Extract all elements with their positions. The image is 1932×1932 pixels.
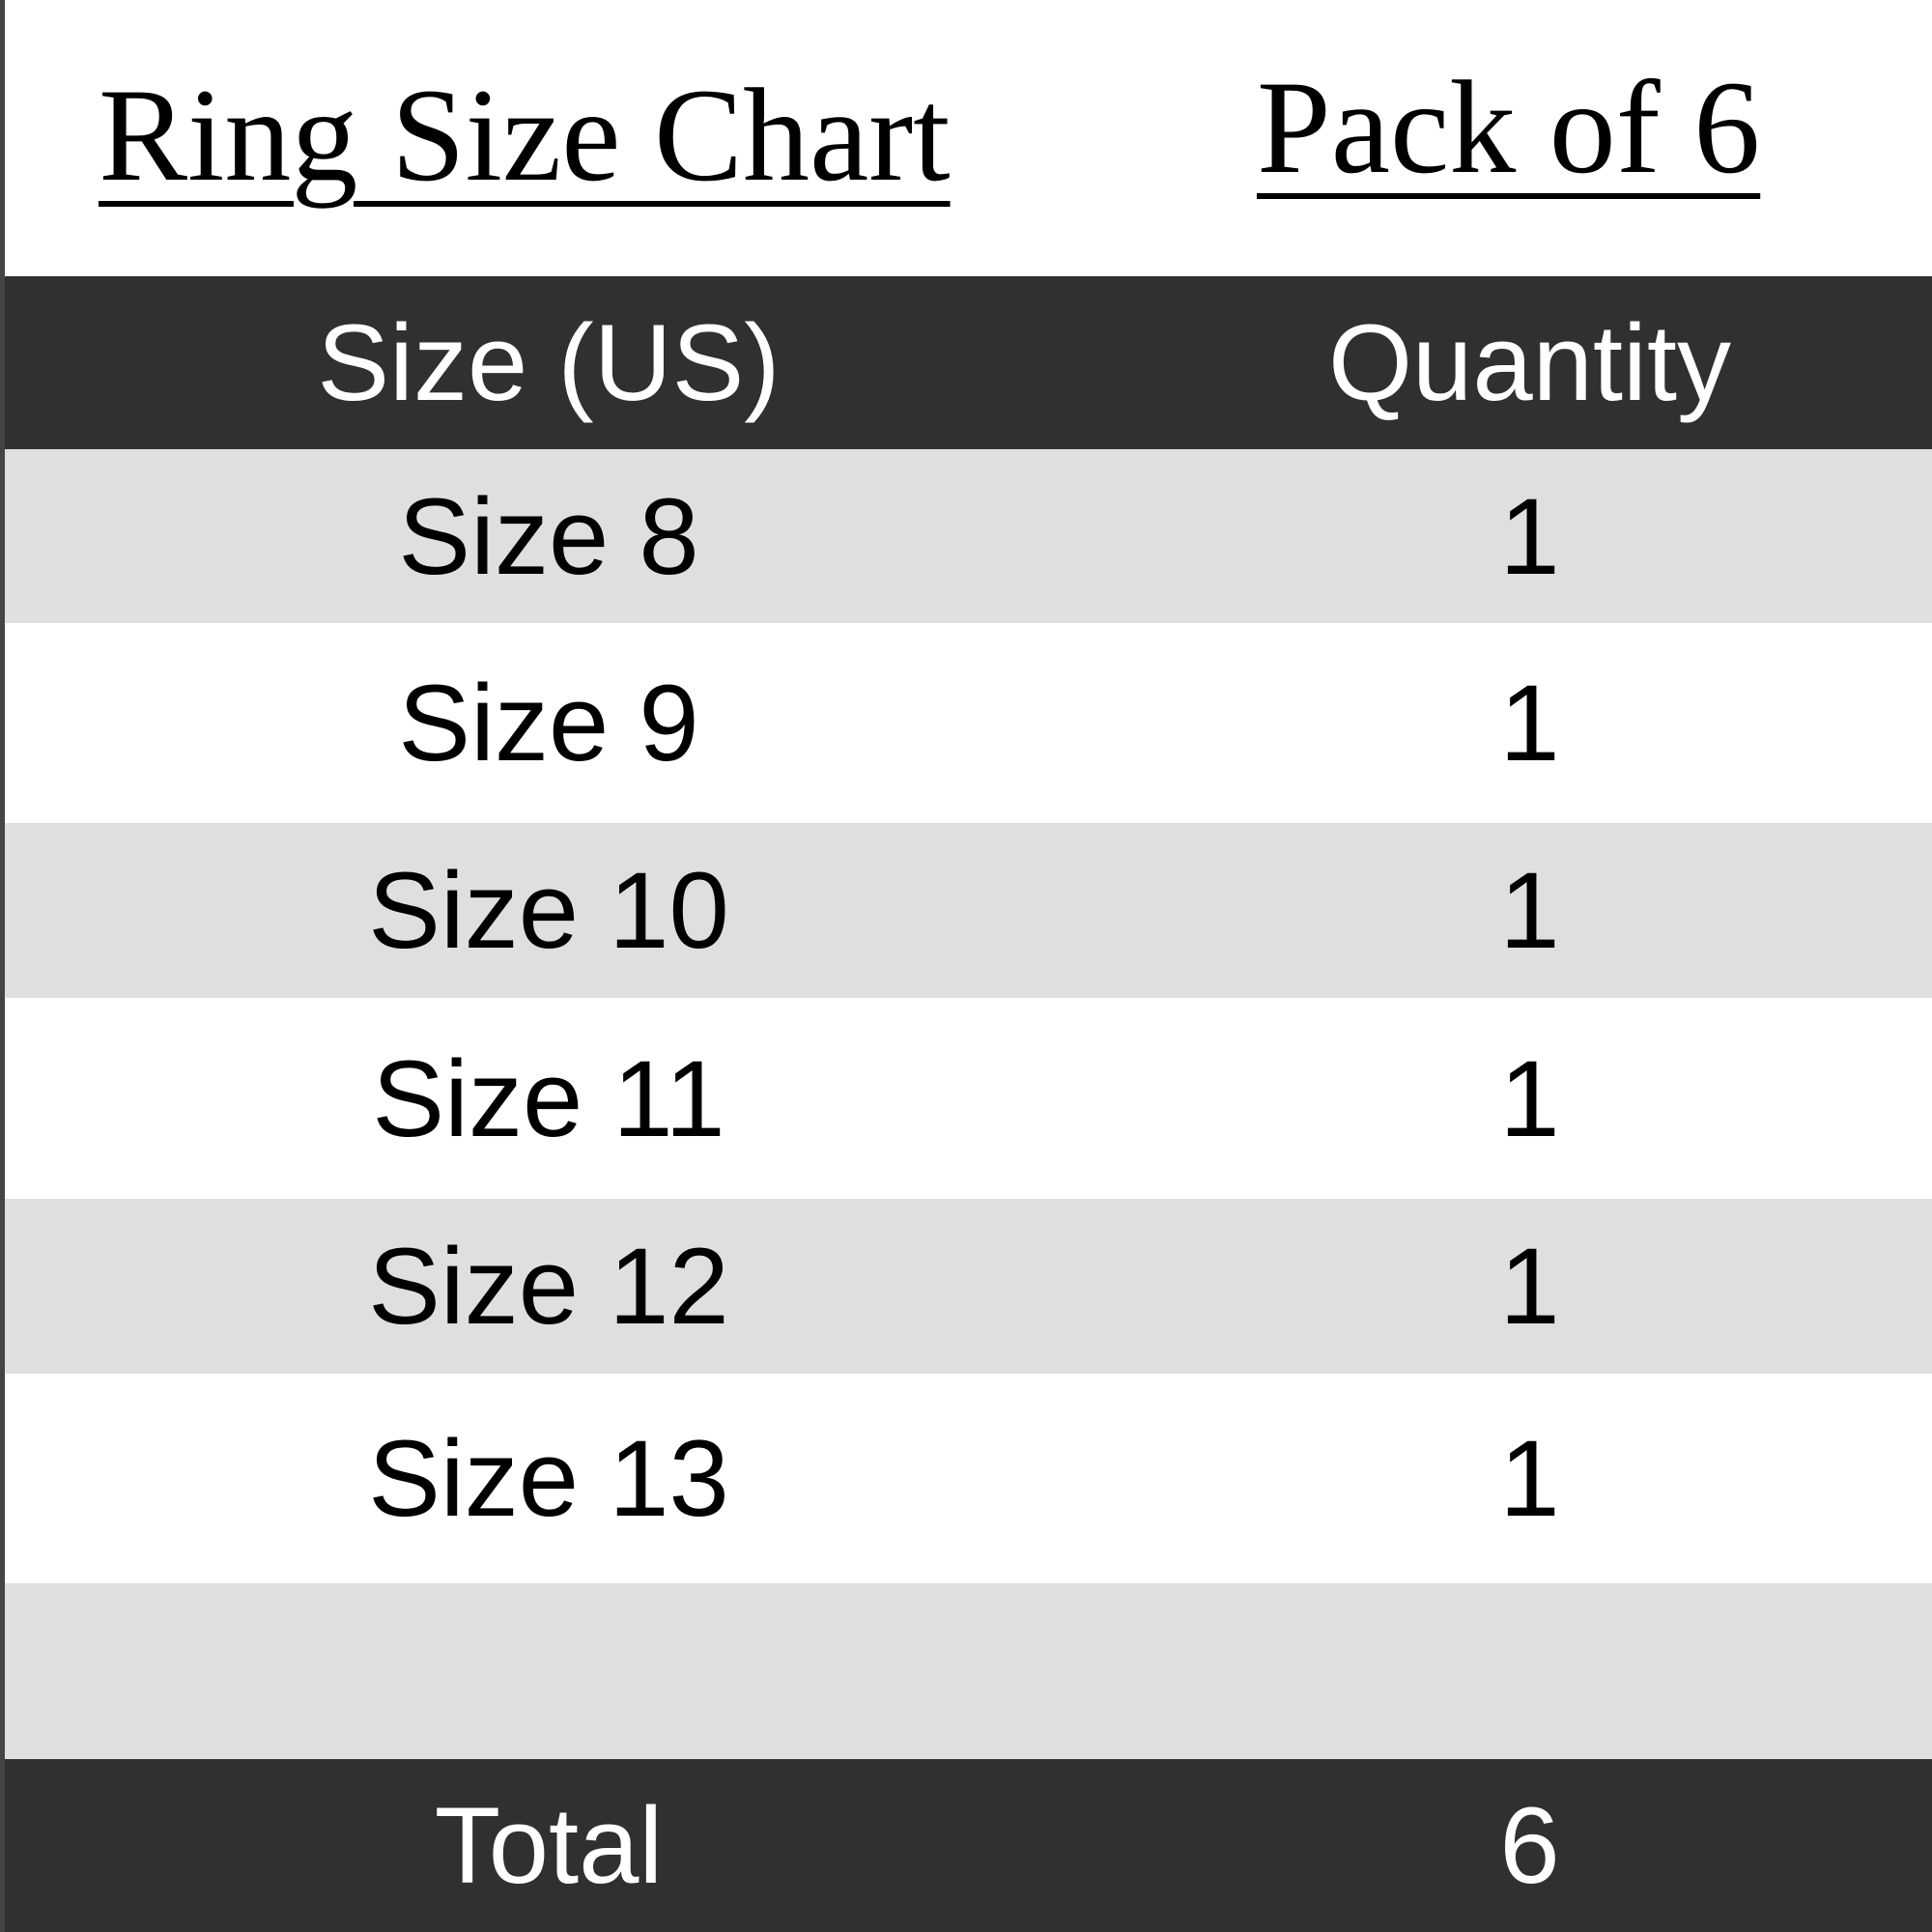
quantity-cell: Quantity bbox=[1327, 302, 1732, 423]
table-row: Size 9 1 bbox=[5, 623, 1932, 823]
pack-label: Pack of 6 bbox=[1257, 53, 1761, 201]
size-cell: Size 11 bbox=[372, 1037, 725, 1159]
size-cell: Size 8 bbox=[398, 475, 699, 597]
size-cell: Size 10 bbox=[368, 850, 729, 971]
size-cell: Size (US) bbox=[317, 302, 781, 423]
table-row: Size 12 1 bbox=[5, 1199, 1932, 1374]
quantity-cell: 1 bbox=[1499, 1037, 1560, 1159]
quantity-cell: 1 bbox=[1499, 663, 1560, 783]
table-row bbox=[5, 1583, 1932, 1759]
left-border bbox=[0, 0, 5, 1932]
size-cell: Size 13 bbox=[368, 1418, 729, 1539]
quantity-cell: 1 bbox=[1499, 1418, 1560, 1539]
table-row: Size 10 1 bbox=[5, 823, 1932, 998]
size-cell: Total bbox=[434, 1785, 664, 1906]
size-cell: Size 9 bbox=[398, 663, 699, 783]
quantity-cell: 1 bbox=[1499, 1226, 1560, 1347]
table-row: Size 13 1 bbox=[5, 1374, 1932, 1583]
quantity-cell: 1 bbox=[1499, 850, 1560, 971]
table-row: Size 8 1 bbox=[5, 449, 1932, 623]
table-header: Size (US) Quantity bbox=[5, 276, 1932, 449]
size-cell: Size 12 bbox=[368, 1226, 729, 1347]
chart-title: Ring Size Chart bbox=[99, 61, 951, 209]
total-row: Total 6 bbox=[5, 1759, 1932, 1932]
table-row: Size 11 1 bbox=[5, 998, 1932, 1199]
quantity-cell: 6 bbox=[1499, 1785, 1560, 1906]
quantity-cell: 1 bbox=[1499, 475, 1560, 597]
